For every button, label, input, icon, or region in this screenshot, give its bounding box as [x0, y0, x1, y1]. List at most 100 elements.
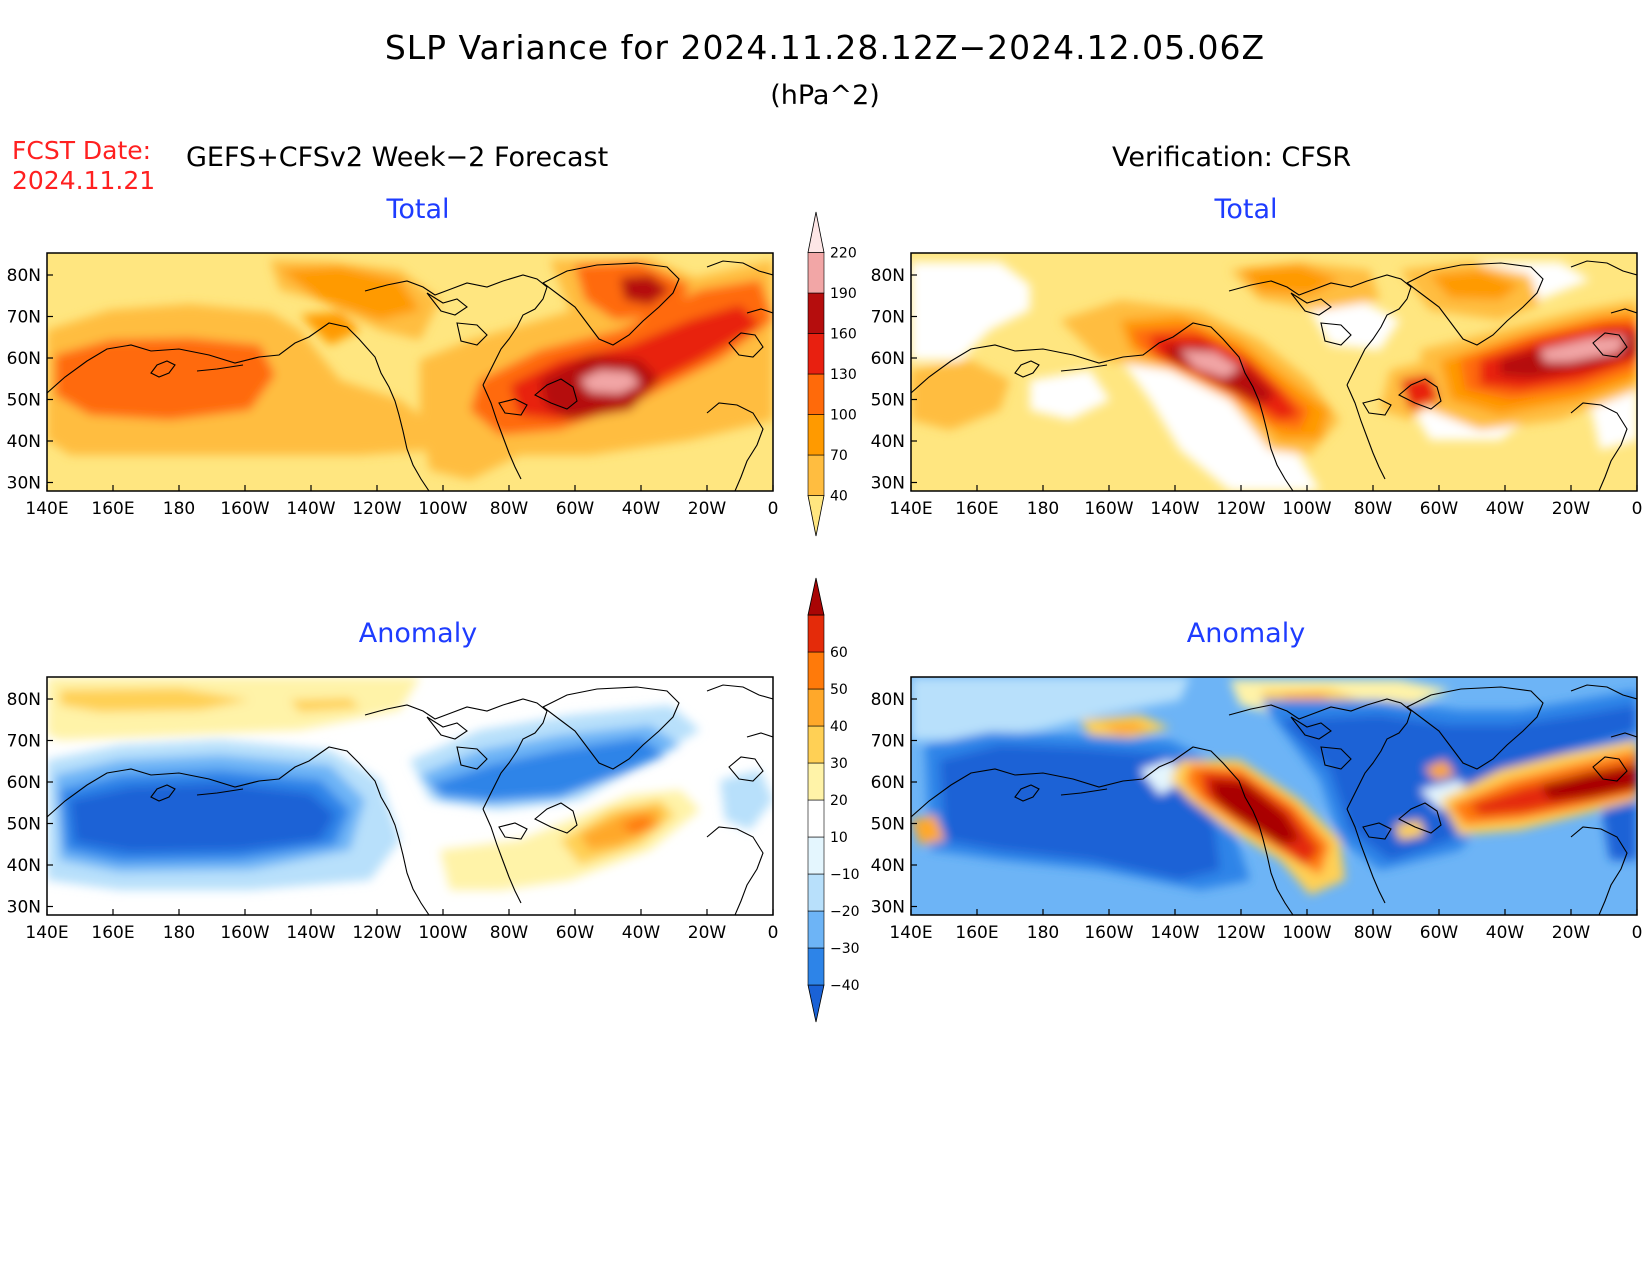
colorbar-anomaly-swatch: [807, 873, 825, 912]
colorbar-total-swatch: [807, 454, 825, 496]
colorbar-anomaly-swatch: [807, 910, 825, 949]
verification-total-lon-label: 80W: [1354, 499, 1393, 519]
verification-anomaly-lon-label: 80W: [1354, 923, 1393, 943]
verification-total-lat-label: 30N: [871, 474, 905, 494]
colorbar-anomaly-swatch: [807, 836, 825, 875]
verification-anomaly-lon-label: 140W: [1150, 923, 1199, 943]
verification-anomaly-lat-label: 70N: [871, 732, 905, 752]
forecast-anomaly-lat-label: 50N: [7, 815, 41, 835]
forecast-total-frame: [46, 252, 774, 492]
colorbar-total-level-label: 70: [830, 448, 848, 464]
verification-total-lon-label: 20W: [1552, 499, 1591, 519]
colorbar-anomaly-swatch: [807, 688, 825, 727]
forecast-anomaly-lat-label: 70N: [7, 732, 41, 752]
forecast-anomaly-lon-label: 0: [768, 923, 779, 943]
forecast-total-lon-label: 160E: [91, 499, 134, 519]
verification-anomaly-lon-label: 160W: [1084, 923, 1133, 943]
forecast-total-map: [47, 253, 773, 491]
verification-total-lat-label: 50N: [871, 391, 905, 411]
forecast-anomaly-lon-label: 160E: [91, 923, 134, 943]
verification-anomaly-lon-label: 20W: [1552, 923, 1591, 943]
fcst-date-block: FCST Date: 2024.11.21: [12, 136, 155, 196]
forecast-total-lon-label: 140W: [286, 499, 335, 519]
colorbar-anomaly-swatch: [807, 947, 825, 986]
forecast-total-lon-label: 20W: [688, 499, 727, 519]
forecast-total-lon-label: 140E: [25, 499, 68, 519]
forecast-total-lon-label: 0: [768, 499, 779, 519]
colorbar-anomaly-level-label: −20: [830, 904, 860, 920]
forecast-total-lat-label: 80N: [7, 266, 41, 286]
figure-title: SLP Variance for 2024.11.28.12Z−2024.12.…: [384, 28, 1266, 67]
forecast-total-lon-label: 180: [163, 499, 195, 519]
colorbar-total-swatch: [807, 333, 825, 375]
forecast-anomaly-lat-label: 80N: [7, 690, 41, 710]
forecast-anomaly-lon-label: 120W: [352, 923, 401, 943]
verification-anomaly-lat-label: 50N: [871, 815, 905, 835]
forecast-total-lat-label: 40N: [7, 432, 41, 452]
verification-total-lon-label: 140W: [1150, 499, 1199, 519]
forecast-anomaly-lon-label: 20W: [688, 923, 727, 943]
verification-anomaly-frame: [910, 676, 1638, 916]
verification-total-lat-label: 40N: [871, 432, 905, 452]
forecast-anomaly-lon-label: 160W: [220, 923, 269, 943]
verification-anomaly-lon-label: 180: [1027, 923, 1059, 943]
verification-total-lat-label: 60N: [871, 349, 905, 369]
verification-total-lon-label: 160E: [955, 499, 998, 519]
colorbar-anomaly-swatch: [807, 799, 825, 838]
verification-anomaly-subtitle: Anomaly: [1186, 618, 1306, 649]
colorbar-anomaly-level-label: 10: [830, 830, 848, 846]
forecast-total-lat-label: 30N: [7, 474, 41, 494]
colorbar-anomaly-level-label: 50: [830, 682, 848, 698]
colorbar-total-swatch: [807, 495, 825, 537]
colorbar-total-swatch: [807, 292, 825, 334]
verification-anomaly-lon-label: 100W: [1282, 923, 1331, 943]
fcst-date-label: FCST Date:: [12, 136, 152, 165]
forecast-total-lon-label: 80W: [490, 499, 529, 519]
colorbar-total-swatch: [807, 252, 825, 294]
verification-anomaly-lat-label: 80N: [871, 690, 905, 710]
colorbar-anomaly-swatch: [807, 725, 825, 764]
forecast-anomaly-lon-label: 80W: [490, 923, 529, 943]
verification-total-lon-label: 140E: [889, 499, 932, 519]
colorbar-anomaly: −40 −30 −20 −10 10 20 30 40 50 60: [807, 577, 860, 1023]
forecast-anomaly-lon-label: 140E: [25, 923, 68, 943]
verification-total-lat-label: 70N: [871, 308, 905, 328]
forecast-anomaly-lat-label: 60N: [7, 773, 41, 793]
colorbar-total: 40 70 100 130 160 190 220: [807, 211, 857, 537]
colorbar-total-level-label: 100: [830, 408, 857, 424]
forecast-total-lon-label: 120W: [352, 499, 401, 519]
verification-total-lon-label: 0: [1632, 499, 1643, 519]
colorbar-anomaly-level-label: −40: [830, 978, 860, 994]
forecast-anomaly-frame: [46, 676, 774, 916]
verification-total-lon-label: 160W: [1084, 499, 1133, 519]
forecast-total-lat-label: 60N: [7, 349, 41, 369]
colorbar-anomaly-level-label: 60: [830, 645, 848, 661]
verification-total-lat-label: 80N: [871, 266, 905, 286]
colorbar-total-level-label: 190: [830, 286, 857, 302]
forecast-total-lon-label: 40W: [622, 499, 661, 519]
verification-total-lon-label: 60W: [1420, 499, 1459, 519]
figure-units: (hPa^2): [770, 80, 880, 111]
forecast-anomaly-lon-label: 100W: [418, 923, 467, 943]
verification-anomaly-lon-label: 40W: [1486, 923, 1525, 943]
verification-total-lon-label: 100W: [1282, 499, 1331, 519]
forecast-total-lon-label: 60W: [556, 499, 595, 519]
forecast-anomaly-lon-label: 180: [163, 923, 195, 943]
verification-anomaly-lon-label: 160E: [955, 923, 998, 943]
colorbar-anomaly-level-label: 40: [830, 719, 848, 735]
verification-anomaly-lon-label: 140E: [889, 923, 932, 943]
forecast-total-subtitle: Total: [386, 194, 450, 225]
forecast-total-lon-label: 160W: [220, 499, 269, 519]
forecast-anomaly-lon-label: 140W: [286, 923, 335, 943]
verification-total-lon-label: 120W: [1216, 499, 1265, 519]
verification-anomaly-lon-label: 60W: [1420, 923, 1459, 943]
colorbar-anomaly-swatch: [807, 984, 825, 1023]
forecast-total-lat-label: 70N: [7, 308, 41, 328]
colorbar-total-swatch: [807, 373, 825, 415]
forecast-anomaly-map: [47, 677, 773, 915]
colorbar-total-swatch: [807, 414, 825, 456]
verification-anomaly-lon-label: 0: [1632, 923, 1643, 943]
verification-total-subtitle: Total: [1214, 194, 1278, 225]
forecast-anomaly-lat-label: 40N: [7, 856, 41, 876]
